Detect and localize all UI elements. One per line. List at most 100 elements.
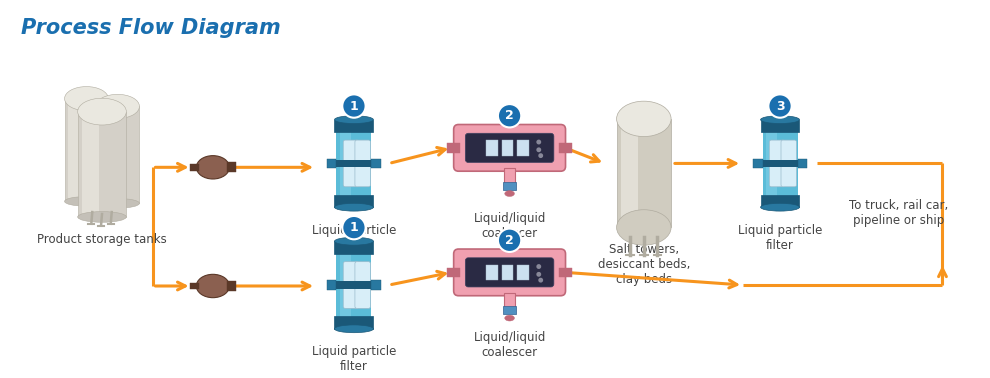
Bar	[341, 131, 350, 195]
Ellipse shape	[96, 94, 140, 118]
Text: Process Flow Diagram: Process Flow Diagram	[21, 17, 281, 37]
Bar	[337, 281, 371, 289]
Bar	[752, 158, 762, 168]
Ellipse shape	[335, 203, 373, 211]
FancyBboxPatch shape	[781, 140, 797, 187]
Bar	[335, 120, 373, 132]
Bar	[371, 158, 381, 168]
Bar	[760, 195, 800, 207]
Ellipse shape	[96, 198, 140, 208]
Circle shape	[537, 272, 542, 277]
Bar	[189, 164, 199, 171]
Bar	[486, 140, 498, 156]
Circle shape	[539, 278, 544, 283]
Bar	[558, 143, 572, 153]
Text: Liquid particle
filter: Liquid particle filter	[738, 224, 823, 252]
Bar	[327, 158, 337, 168]
Ellipse shape	[196, 274, 230, 297]
Text: Product storage tanks: Product storage tanks	[37, 234, 167, 246]
Bar	[617, 119, 671, 228]
Bar	[335, 241, 373, 254]
Bar	[227, 281, 237, 291]
Bar	[446, 268, 460, 277]
Bar	[622, 119, 638, 228]
Bar	[558, 268, 572, 277]
FancyBboxPatch shape	[465, 258, 553, 287]
Bar	[504, 293, 516, 310]
Ellipse shape	[760, 116, 800, 124]
Bar	[762, 131, 798, 195]
FancyBboxPatch shape	[344, 262, 358, 308]
Text: Salt towers,
desiccant beds,
clay beds: Salt towers, desiccant beds, clay beds	[598, 243, 690, 286]
Ellipse shape	[64, 197, 108, 206]
Ellipse shape	[335, 325, 373, 333]
Bar	[762, 160, 798, 167]
FancyBboxPatch shape	[769, 140, 785, 187]
Bar	[77, 112, 127, 217]
Circle shape	[498, 104, 522, 127]
Circle shape	[537, 139, 542, 144]
Bar	[337, 131, 371, 195]
Bar	[337, 253, 371, 317]
FancyBboxPatch shape	[344, 140, 358, 187]
Bar	[337, 160, 371, 167]
Bar	[446, 143, 460, 153]
Bar	[341, 253, 350, 317]
Bar	[227, 163, 237, 172]
FancyBboxPatch shape	[453, 249, 565, 296]
Text: Liquid/liquid
coalescer: Liquid/liquid coalescer	[473, 212, 545, 240]
Bar	[503, 182, 517, 190]
Text: 1: 1	[349, 99, 358, 113]
Bar	[81, 112, 99, 217]
Bar	[486, 265, 498, 280]
Ellipse shape	[505, 191, 515, 197]
Bar	[502, 265, 514, 280]
Ellipse shape	[617, 210, 671, 245]
Text: Liquid/liquid
coalescer: Liquid/liquid coalescer	[473, 331, 545, 359]
Bar	[335, 316, 373, 329]
Bar	[760, 120, 800, 132]
Text: 2: 2	[505, 109, 514, 122]
Ellipse shape	[77, 98, 127, 125]
Bar	[518, 265, 529, 280]
Text: 3: 3	[776, 99, 784, 113]
Text: 1: 1	[349, 221, 358, 234]
Bar	[68, 99, 84, 201]
Circle shape	[343, 94, 365, 118]
FancyBboxPatch shape	[355, 140, 370, 187]
Bar	[327, 280, 337, 290]
Ellipse shape	[77, 212, 127, 222]
Bar	[503, 307, 517, 314]
Circle shape	[343, 216, 365, 239]
Circle shape	[768, 94, 792, 118]
Ellipse shape	[505, 315, 515, 321]
Text: 2: 2	[505, 234, 514, 247]
Bar	[100, 106, 115, 203]
Text: Liquid particle
filter: Liquid particle filter	[312, 224, 396, 252]
Bar	[504, 168, 516, 186]
Ellipse shape	[760, 203, 800, 211]
Bar	[371, 280, 381, 290]
Bar	[766, 131, 777, 195]
Bar	[189, 283, 199, 290]
Bar	[518, 140, 529, 156]
Text: Liquid particle
filter: Liquid particle filter	[312, 345, 396, 373]
Ellipse shape	[64, 87, 108, 111]
FancyBboxPatch shape	[355, 262, 370, 308]
Bar	[96, 106, 140, 203]
FancyBboxPatch shape	[465, 133, 553, 163]
Text: To truck, rail car,
pipeline or ship: To truck, rail car, pipeline or ship	[849, 200, 948, 228]
Bar	[798, 158, 807, 168]
Ellipse shape	[196, 156, 230, 179]
Circle shape	[537, 264, 542, 269]
Ellipse shape	[617, 101, 671, 136]
Ellipse shape	[335, 237, 373, 245]
Circle shape	[498, 229, 522, 252]
Circle shape	[537, 147, 542, 152]
Bar	[64, 99, 108, 201]
Bar	[335, 195, 373, 207]
FancyBboxPatch shape	[453, 124, 565, 171]
Circle shape	[539, 153, 544, 158]
Ellipse shape	[335, 116, 373, 124]
Bar	[502, 140, 514, 156]
